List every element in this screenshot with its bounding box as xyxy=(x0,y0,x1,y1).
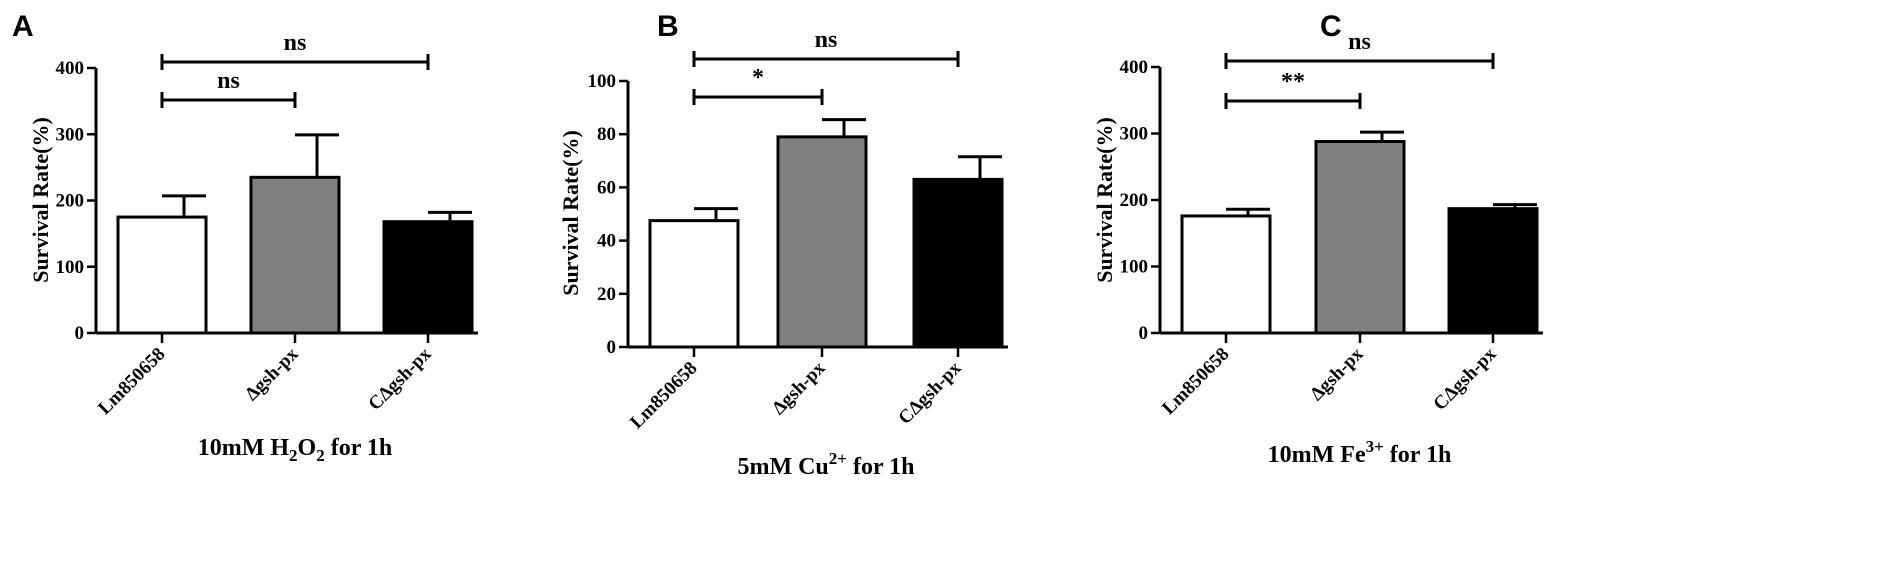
y-axis-label: Survival Rate(%) xyxy=(1092,117,1117,283)
bar xyxy=(382,220,474,335)
bar xyxy=(249,175,341,335)
x-tick-label: Lm850658 xyxy=(94,344,169,419)
bar xyxy=(912,177,1004,349)
panel-a: A 0 100 200 300 400 Survival Rate(%) Lm850658 Δg… xyxy=(12,10,478,465)
y-tick-label: 300 xyxy=(1120,124,1149,145)
x-tick-label: Δgsh-px xyxy=(768,357,830,419)
bar xyxy=(1180,214,1272,335)
y-tick-label: 400 xyxy=(1120,57,1149,78)
x-axis-label: 10mM H2O2 for 1h xyxy=(198,435,393,465)
y-tick-label: 20 xyxy=(597,284,616,305)
bar xyxy=(1447,207,1539,335)
x-tick-label: Δgsh-px xyxy=(241,343,303,405)
panel-letter: C xyxy=(1320,10,1342,43)
significance-label: ns xyxy=(815,27,838,53)
y-tick-label: 0 xyxy=(75,323,85,344)
bar xyxy=(776,135,868,349)
y-tick-label: 100 xyxy=(1120,257,1149,278)
significance-label: ns xyxy=(217,68,240,94)
y-tick-label: 80 xyxy=(597,124,616,145)
x-tick-label: Lm850658 xyxy=(626,358,701,433)
y-tick-label: 100 xyxy=(588,71,617,92)
y-tick-label: 40 xyxy=(597,231,616,252)
y-axis-label: Survival Rate(%) xyxy=(558,130,583,296)
panel-letter: A xyxy=(12,10,34,43)
significance-label: ** xyxy=(1281,69,1305,95)
panel-b: B 0 20 40 60 80 100 Survival Rate(%) Lm850658 Δgs… xyxy=(558,10,1008,480)
y-tick-label: 400 xyxy=(56,58,85,79)
x-tick-label: CΔgsh-px xyxy=(1429,343,1500,414)
panel-letter: B xyxy=(657,10,679,43)
bar xyxy=(648,219,740,349)
bar xyxy=(1314,139,1406,335)
y-tick-label: 60 xyxy=(597,177,616,198)
x-axis-label: 5mM Cu2+ for 1h xyxy=(737,449,914,480)
x-axis-label: 10mM Fe3+ for 1h xyxy=(1268,437,1452,468)
y-tick-label: 0 xyxy=(1139,323,1149,344)
y-tick-label: 200 xyxy=(1120,190,1149,211)
x-tick-label: Δgsh-px xyxy=(1306,343,1368,405)
x-tick-label: Lm850658 xyxy=(1158,344,1233,419)
x-tick-label: CΔgsh-px xyxy=(894,357,965,428)
y-tick-label: 100 xyxy=(56,257,85,278)
y-tick-label: 0 xyxy=(607,337,617,358)
x-tick-label: CΔgsh-px xyxy=(364,343,435,414)
y-tick-label: 300 xyxy=(56,124,85,145)
significance-label: ns xyxy=(284,30,307,56)
significance-label: * xyxy=(752,65,764,91)
significance-label: ns xyxy=(1348,29,1371,55)
panel-c: C 0 100 200 300 400 Survival Rate(%) Lm850658 Δg… xyxy=(1092,10,1543,468)
y-axis-label: Survival Rate(%) xyxy=(28,117,53,283)
y-tick-label: 200 xyxy=(56,191,85,212)
bar xyxy=(116,215,208,335)
